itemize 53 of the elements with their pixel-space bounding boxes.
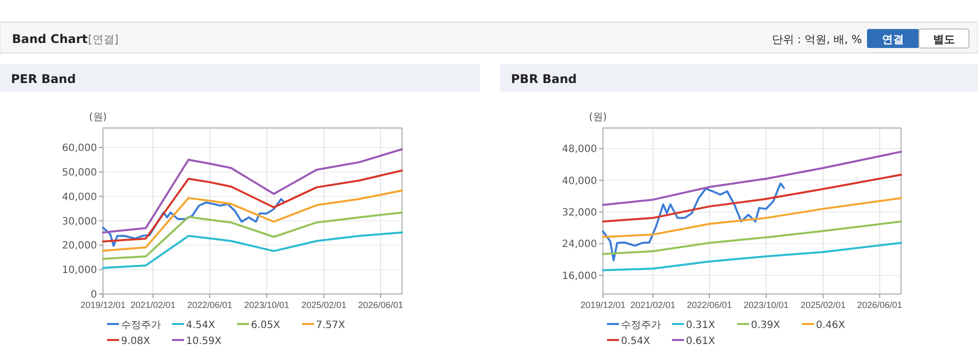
y-tick-label: 40,000 (562, 176, 597, 187)
line-series (602, 197, 902, 238)
y-tick-label: 20,000 (62, 240, 97, 252)
line-series (602, 182, 785, 262)
legend-label: 6.05X (251, 320, 280, 331)
x-tick-label: 2022/06/01 (187, 300, 232, 310)
legend-label: 0.31X (686, 320, 716, 331)
legend-label: 수정주가 (121, 320, 161, 331)
line-series (102, 189, 403, 252)
line-series (602, 220, 902, 255)
y-tick-label: 0 (90, 290, 97, 300)
x-tick-label: 2021/02/01 (130, 300, 176, 310)
y-tick-label: 48,000 (562, 144, 597, 156)
line-series (102, 231, 403, 269)
x-tick-label: 2022/06/01 (686, 300, 732, 310)
legend-label: 7.57X (316, 320, 346, 331)
line-series (602, 150, 902, 206)
chart-title: PBR Band (511, 72, 577, 86)
header: Band Chart[연결] 단위 : 억원, 배, % 연결 별도 (0, 22, 978, 54)
x-tick-label: 2025/02/01 (301, 300, 346, 310)
y-tick-label: 30,000 (62, 216, 97, 228)
y-tick-label: 10,000 (62, 265, 97, 276)
x-tick-label: 2019/12/01 (580, 300, 626, 310)
x-tick-label: 2023/10/01 (244, 300, 290, 310)
chart-title: PER Band (11, 72, 76, 86)
legend-label: 0.54X (621, 336, 650, 347)
x-tick-label: 2019/12/01 (80, 300, 126, 310)
y-tick-label: 16,000 (562, 270, 597, 282)
x-tick-label: 2026/06/01 (857, 300, 902, 310)
line-series (102, 198, 286, 247)
legend-label: 10.59X (186, 336, 222, 347)
legend-label: 0.39X (751, 320, 780, 331)
line-series (102, 211, 403, 260)
legend-label: 수정주가 (621, 320, 661, 331)
x-tick-label: 2021/02/01 (630, 300, 676, 310)
y-axis-title: (원) (589, 112, 607, 123)
y-tick-label: 50,000 (62, 167, 97, 178)
line-series (102, 169, 403, 243)
y-tick-label: 24,000 (562, 239, 597, 250)
legend-label: 0.61X (686, 336, 716, 347)
y-tick-label: 32,000 (562, 207, 597, 218)
legend-label: 0.46X (816, 320, 846, 331)
y-axis-title: (원) (89, 112, 107, 123)
x-tick-label: 2026/06/01 (358, 300, 404, 310)
line-series (602, 242, 902, 272)
legend-label: 9.08X (121, 336, 150, 347)
y-tick-label: 60,000 (62, 143, 97, 154)
line-series (102, 148, 403, 234)
x-tick-label: 2023/10/01 (744, 300, 789, 310)
line-series (602, 174, 902, 222)
legend-label: 4.54X (186, 320, 216, 331)
y-tick-label: 40,000 (62, 192, 97, 203)
x-tick-label: 2025/02/01 (800, 300, 846, 310)
